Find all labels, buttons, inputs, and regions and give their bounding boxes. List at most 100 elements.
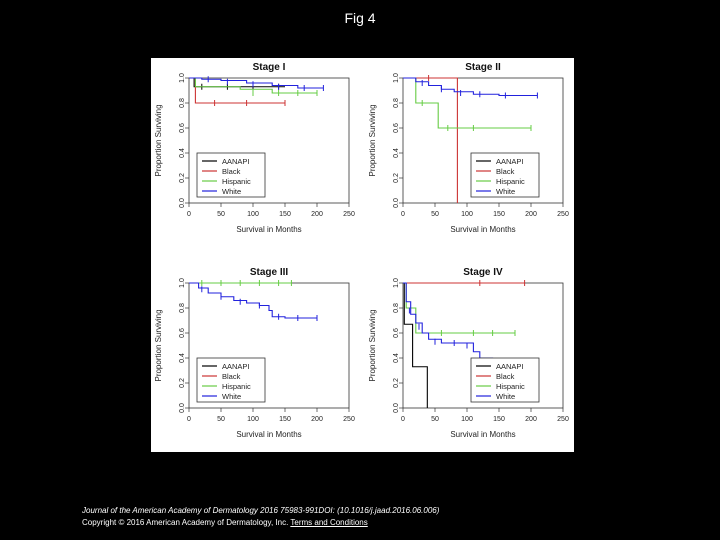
y-axis-label: Proportion Surviving <box>154 104 163 176</box>
series-line-white <box>403 282 531 364</box>
x-tick-label: 50 <box>217 211 225 218</box>
copyright-line: Copyright © 2016 American Academy of Der… <box>82 517 702 529</box>
legend-label: Hispanic <box>496 177 525 186</box>
legend-label: White <box>496 392 515 401</box>
x-tick-label: 150 <box>493 211 505 218</box>
series-line-black <box>403 77 458 203</box>
legend-box <box>196 357 266 403</box>
legend-label: Black <box>222 372 241 381</box>
legend-label: White <box>222 392 241 401</box>
x-tick-label: 0 <box>187 211 191 218</box>
x-axis-label: Survival in Months <box>236 430 301 439</box>
y-tick-label: 0.4 <box>179 148 186 158</box>
y-axis-label: Proportion Surviving <box>368 309 377 381</box>
citation-text: Journal of the American Academy of Derma… <box>82 506 440 515</box>
x-tick-label: 200 <box>525 416 537 423</box>
x-tick-label: 200 <box>311 211 323 218</box>
chart-2: Stage II 0 50 100 150 200 250 0.0 0.2 0.4 0.6 0.8 1.… <box>368 62 569 234</box>
x-tick-label: 100 <box>461 416 473 423</box>
legend-box <box>470 152 540 198</box>
y-tick-label: 0.8 <box>393 98 400 108</box>
x-tick-label: 250 <box>557 211 569 218</box>
y-tick-label: 0.6 <box>393 123 400 133</box>
x-axis-label: Survival in Months <box>450 225 515 234</box>
y-tick-label: 0.8 <box>179 303 186 313</box>
y-tick-label: 0.0 <box>393 198 400 208</box>
y-tick-label: 0.6 <box>179 328 186 338</box>
x-tick-label: 200 <box>525 211 537 218</box>
y-tick-label: 1.0 <box>179 73 186 83</box>
x-tick-label: 250 <box>343 211 355 218</box>
x-tick-label: 100 <box>461 211 473 218</box>
y-tick-label: 0.0 <box>393 403 400 413</box>
copyright-text: Copyright © 2016 American Academy of Der… <box>82 518 289 527</box>
x-tick-label: 0 <box>401 416 405 423</box>
y-tick-label: 0.6 <box>393 328 400 338</box>
x-tick-label: 50 <box>431 416 439 423</box>
legend-label: Black <box>496 372 515 381</box>
chart-1: Stage I 0 50 100 150 200 250 0.0 0.2 0.4 0.6 0.8 1.0… <box>154 62 355 234</box>
x-tick-label: 0 <box>401 211 405 218</box>
chart-4: Stage IV 0 50 100 150 200 250 0.0 0.2 0.4 0.6 0.8 1.… <box>368 267 569 439</box>
series-line-white <box>189 77 324 89</box>
y-tick-label: 0.4 <box>393 353 400 363</box>
terms-link[interactable]: Terms and Conditions <box>290 518 368 527</box>
legend-label: AANAPI <box>496 157 524 166</box>
series-line-hispanic <box>189 77 317 94</box>
legend-box <box>470 357 540 403</box>
figure-panel: Stage I 0 50 100 150 200 250 0.0 0.2 0.4 0.6 0.8 1.0… <box>151 58 574 452</box>
legend-label: Hispanic <box>496 382 525 391</box>
y-tick-label: 0.2 <box>179 378 186 388</box>
x-tick-label: 150 <box>279 416 291 423</box>
chart-title: Stage III <box>250 267 289 278</box>
chart-3: Stage III 0 50 100 150 200 250 0.0 0.2 0.4 0.6 0.8 1… <box>154 267 355 439</box>
legend-box <box>196 152 266 198</box>
legend-label: Black <box>496 167 515 176</box>
legend-label: White <box>496 187 515 196</box>
y-tick-label: 0.2 <box>393 378 400 388</box>
x-tick-label: 0 <box>187 416 191 423</box>
x-tick-label: 100 <box>247 211 259 218</box>
y-tick-label: 0.6 <box>179 123 186 133</box>
y-tick-label: 0.8 <box>393 303 400 313</box>
legend-label: AANAPI <box>496 362 524 371</box>
slide-footer: Journal of the American Academy of Derma… <box>82 506 702 529</box>
legend-label: Black <box>222 167 241 176</box>
y-tick-label: 1.0 <box>179 278 186 288</box>
x-tick-label: 100 <box>247 416 259 423</box>
y-tick-label: 1.0 <box>393 73 400 83</box>
legend-label: Hispanic <box>222 177 251 186</box>
chart-title: Stage IV <box>463 267 503 278</box>
y-axis-label: Proportion Surviving <box>154 309 163 381</box>
legend-label: AANAPI <box>222 362 250 371</box>
y-tick-label: 0.4 <box>179 353 186 363</box>
y-tick-label: 0.4 <box>393 148 400 158</box>
series-line-white <box>189 282 317 319</box>
x-tick-label: 50 <box>431 211 439 218</box>
x-tick-label: 150 <box>279 211 291 218</box>
x-tick-label: 250 <box>343 416 355 423</box>
series-line-black <box>189 77 285 104</box>
y-tick-label: 0.0 <box>179 403 186 413</box>
y-tick-label: 0.2 <box>393 173 400 183</box>
y-axis-label: Proportion Surviving <box>368 104 377 176</box>
plot-frame <box>188 77 350 204</box>
x-tick-label: 200 <box>311 416 323 423</box>
legend-label: White <box>222 187 241 196</box>
chart-title: Stage I <box>253 62 286 73</box>
legend-label: AANAPI <box>222 157 250 166</box>
x-tick-label: 150 <box>493 416 505 423</box>
slide-title: Fig 4 <box>344 10 376 26</box>
x-tick-label: 250 <box>557 416 569 423</box>
legend-label: Hispanic <box>222 382 251 391</box>
chart-title: Stage II <box>465 62 501 73</box>
x-axis-label: Survival in Months <box>236 225 301 234</box>
y-tick-label: 0.0 <box>179 198 186 208</box>
x-tick-label: 50 <box>217 416 225 423</box>
series-line-white <box>403 77 538 97</box>
survival-charts: Stage I 0 50 100 150 200 250 0.0 0.2 0.4 0.6 0.8 1.0… <box>154 62 569 439</box>
plot-frame <box>402 77 564 204</box>
y-tick-label: 0.8 <box>179 98 186 108</box>
y-tick-label: 0.2 <box>179 173 186 183</box>
x-axis-label: Survival in Months <box>450 430 515 439</box>
